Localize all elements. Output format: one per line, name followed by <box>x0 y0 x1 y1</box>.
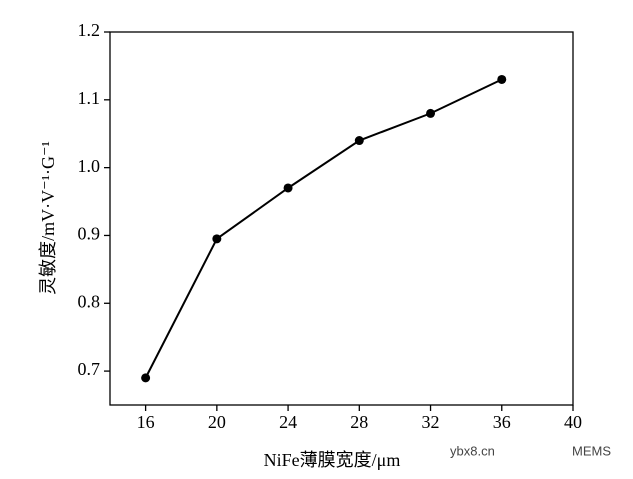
x-tick-label: 20 <box>208 412 226 432</box>
x-tick-label: 24 <box>279 412 297 432</box>
x-tick-label: 28 <box>350 412 368 432</box>
y-tick-label: 1.2 <box>78 20 101 40</box>
y-tick-label: 1.1 <box>78 88 101 108</box>
data-point <box>426 108 436 118</box>
y-tick-label: 0.9 <box>78 224 101 244</box>
data-line <box>144 78 503 379</box>
data-point <box>497 74 507 84</box>
x-tick-label: 16 <box>137 412 155 432</box>
data-point <box>212 234 222 244</box>
watermark: MEMS <box>572 443 611 458</box>
y-axis-label: 灵敏度/mV·V⁻¹·G⁻¹ <box>38 141 58 295</box>
y-tick-label: 0.8 <box>78 291 101 311</box>
x-tick-label: 40 <box>564 412 582 432</box>
x-tick-label: 32 <box>422 412 440 432</box>
data-point <box>141 373 151 383</box>
y-tick-label: 1.0 <box>78 156 101 176</box>
data-point <box>354 136 364 146</box>
x-axis-label: NiFe薄膜宽度/μm <box>264 450 401 470</box>
y-tick-label: 0.7 <box>78 359 101 379</box>
watermark: ybx8.cn <box>450 443 495 458</box>
plot-frame <box>109 31 574 406</box>
data-point <box>283 183 293 193</box>
x-tick-label: 36 <box>493 412 511 432</box>
